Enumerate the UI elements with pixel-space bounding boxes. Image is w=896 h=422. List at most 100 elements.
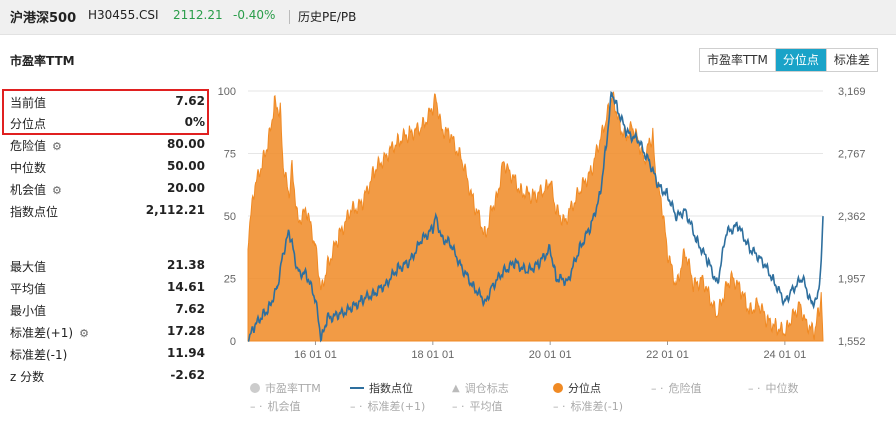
stat-row-percentile: 分位点 0% xyxy=(10,113,205,133)
legend-std-minus[interactable]: – · 标准差(-1) xyxy=(553,398,623,414)
dash-icon: – · xyxy=(748,381,761,395)
stat-label: z 分数 xyxy=(10,370,45,384)
stat-row-current: 当前值 7.62 xyxy=(10,92,205,112)
x-axis-tick-label: 22 01 01 xyxy=(646,349,689,361)
left-axis-tick-label: 25 xyxy=(224,274,236,286)
stat-label: 平均值 xyxy=(10,282,47,296)
stat-value: 50.00 xyxy=(167,159,205,173)
stat-row-median: 中位数 50.00 xyxy=(10,157,205,177)
circle-icon xyxy=(553,383,563,393)
top-bar: 沪港深500 H30455.CSI 2112.21 -0.40% 历史PE/PB xyxy=(0,0,896,35)
index-level-line-series xyxy=(247,90,824,343)
dash-icon: – · xyxy=(452,399,465,413)
dash-icon: – · xyxy=(553,399,566,413)
stat-value: 7.62 xyxy=(175,94,205,108)
x-axis-tick-label: 16 01 01 xyxy=(294,349,337,361)
legend-danger[interactable]: – · 危险值 xyxy=(651,380,702,396)
tab-pe-ttm[interactable]: 市盈率TTM xyxy=(700,49,775,71)
legend-label: 分位点 xyxy=(568,382,601,395)
legend-label: 机会值 xyxy=(267,400,301,413)
section-title: 市盈率TTM xyxy=(10,54,75,68)
stat-value: 0% xyxy=(184,115,205,129)
legend-label: 指数点位 xyxy=(369,382,413,395)
gear-icon[interactable]: ⚙ xyxy=(79,327,89,340)
x-axis-tick-label: 20 01 01 xyxy=(529,349,572,361)
gear-icon[interactable]: ⚙ xyxy=(52,184,62,197)
stat-value: 14.61 xyxy=(167,280,205,294)
divider xyxy=(289,10,290,24)
metric-toggle: 市盈率TTM 分位点 标准差 xyxy=(699,48,878,72)
stat-label: 分位点 xyxy=(10,117,47,131)
index-code: H30455.CSI xyxy=(88,8,159,22)
stat-label: 标准差(+1) xyxy=(10,326,74,340)
index-name: 沪港深500 xyxy=(10,11,77,26)
stat-row-std-minus: 标准差(-1) 11.94 xyxy=(10,344,205,364)
legend-label: 中位数 xyxy=(765,382,799,395)
legend-std-plus[interactable]: – · 标准差(+1) xyxy=(350,398,425,414)
stat-label: 中位数 xyxy=(10,161,47,175)
legend-label: 标准差(-1) xyxy=(570,400,624,413)
stat-label: 最小值 xyxy=(10,304,47,318)
stat-row-danger: 危险值 ⚙ 80.00 xyxy=(10,135,205,155)
x-axis-tick-label: 24 01 01 xyxy=(763,349,806,361)
legend-opportunity[interactable]: – · 机会值 xyxy=(250,398,301,414)
tab-std-dev[interactable]: 标准差 xyxy=(825,49,877,71)
stat-row-mean: 平均值 14.61 xyxy=(10,278,205,298)
history-pe-pb-link[interactable]: 历史PE/PB xyxy=(298,10,357,24)
stat-value: 2,112.21 xyxy=(145,203,205,217)
dash-icon: – · xyxy=(250,399,263,413)
stat-value: -2.62 xyxy=(170,368,205,382)
stat-label: 标准差(-1) xyxy=(10,348,68,362)
stat-label: 最大值 xyxy=(10,260,47,274)
gear-icon[interactable]: ⚙ xyxy=(52,140,62,153)
stat-value: 21.38 xyxy=(167,258,205,272)
left-axis-tick-label: 100 xyxy=(218,86,236,98)
legend-index-level[interactable]: 指数点位 xyxy=(350,380,413,396)
legend-label: 调仓标志 xyxy=(464,382,509,395)
index-price: 2112.21 xyxy=(173,8,223,22)
right-axis-tick-label: 3,169 xyxy=(838,86,866,98)
legend-label: 标准差(+1) xyxy=(367,400,426,413)
stat-row-std-plus: 标准差(+1) ⚙ 17.28 xyxy=(10,322,205,342)
right-axis-tick-label: 2,767 xyxy=(838,149,866,161)
dash-icon: – · xyxy=(651,381,664,395)
legend-mean[interactable]: – · 平均值 xyxy=(452,398,503,414)
right-axis-tick-label: 2,362 xyxy=(838,211,866,223)
stat-label: 当前值 xyxy=(10,96,47,110)
stat-row-max: 最大值 21.38 xyxy=(10,256,205,276)
circle-icon xyxy=(250,383,260,393)
stat-label: 危险值 xyxy=(10,139,47,153)
stat-value: 11.94 xyxy=(167,346,205,360)
highlight-box xyxy=(2,89,209,135)
stat-value: 17.28 xyxy=(167,324,205,338)
left-axis-tick-label: 0 xyxy=(230,336,236,348)
stat-value: 7.62 xyxy=(175,302,205,316)
stat-row-index-level: 指数点位 2,112.21 xyxy=(10,201,205,221)
index-change: -0.40% xyxy=(233,8,276,22)
line-icon xyxy=(350,387,364,389)
stat-row-z-score: z 分数 -2.62 xyxy=(10,366,205,386)
legend-label: 市盈率TTM xyxy=(265,382,321,395)
legend-rebalance[interactable]: ▲ 调仓标志 xyxy=(452,380,509,396)
stat-label: 机会值 xyxy=(10,183,47,197)
right-axis-tick-label: 1,552 xyxy=(838,336,866,348)
legend-median[interactable]: – · 中位数 xyxy=(748,380,799,396)
right-axis-tick-label: 1,957 xyxy=(838,274,866,286)
left-axis-tick-label: 75 xyxy=(224,149,236,161)
x-axis-tick-label: 18 01 01 xyxy=(411,349,454,361)
tab-percentile[interactable]: 分位点 xyxy=(774,49,826,71)
stat-label: 指数点位 xyxy=(10,205,59,219)
legend-percentile[interactable]: 分位点 xyxy=(553,380,601,396)
stat-value: 20.00 xyxy=(167,181,205,195)
triangle-icon: ▲ xyxy=(452,382,460,394)
stat-row-min: 最小值 7.62 xyxy=(10,300,205,320)
legend-label: 危险值 xyxy=(668,382,702,395)
dash-icon: – · xyxy=(350,399,363,413)
legend-label: 平均值 xyxy=(469,400,503,413)
stat-row-opportunity: 机会值 ⚙ 20.00 xyxy=(10,179,205,199)
legend-pe-ttm[interactable]: 市盈率TTM xyxy=(250,380,321,396)
left-axis-tick-label: 50 xyxy=(224,211,236,223)
stat-value: 80.00 xyxy=(167,137,205,151)
percentile-area-series xyxy=(247,91,824,342)
